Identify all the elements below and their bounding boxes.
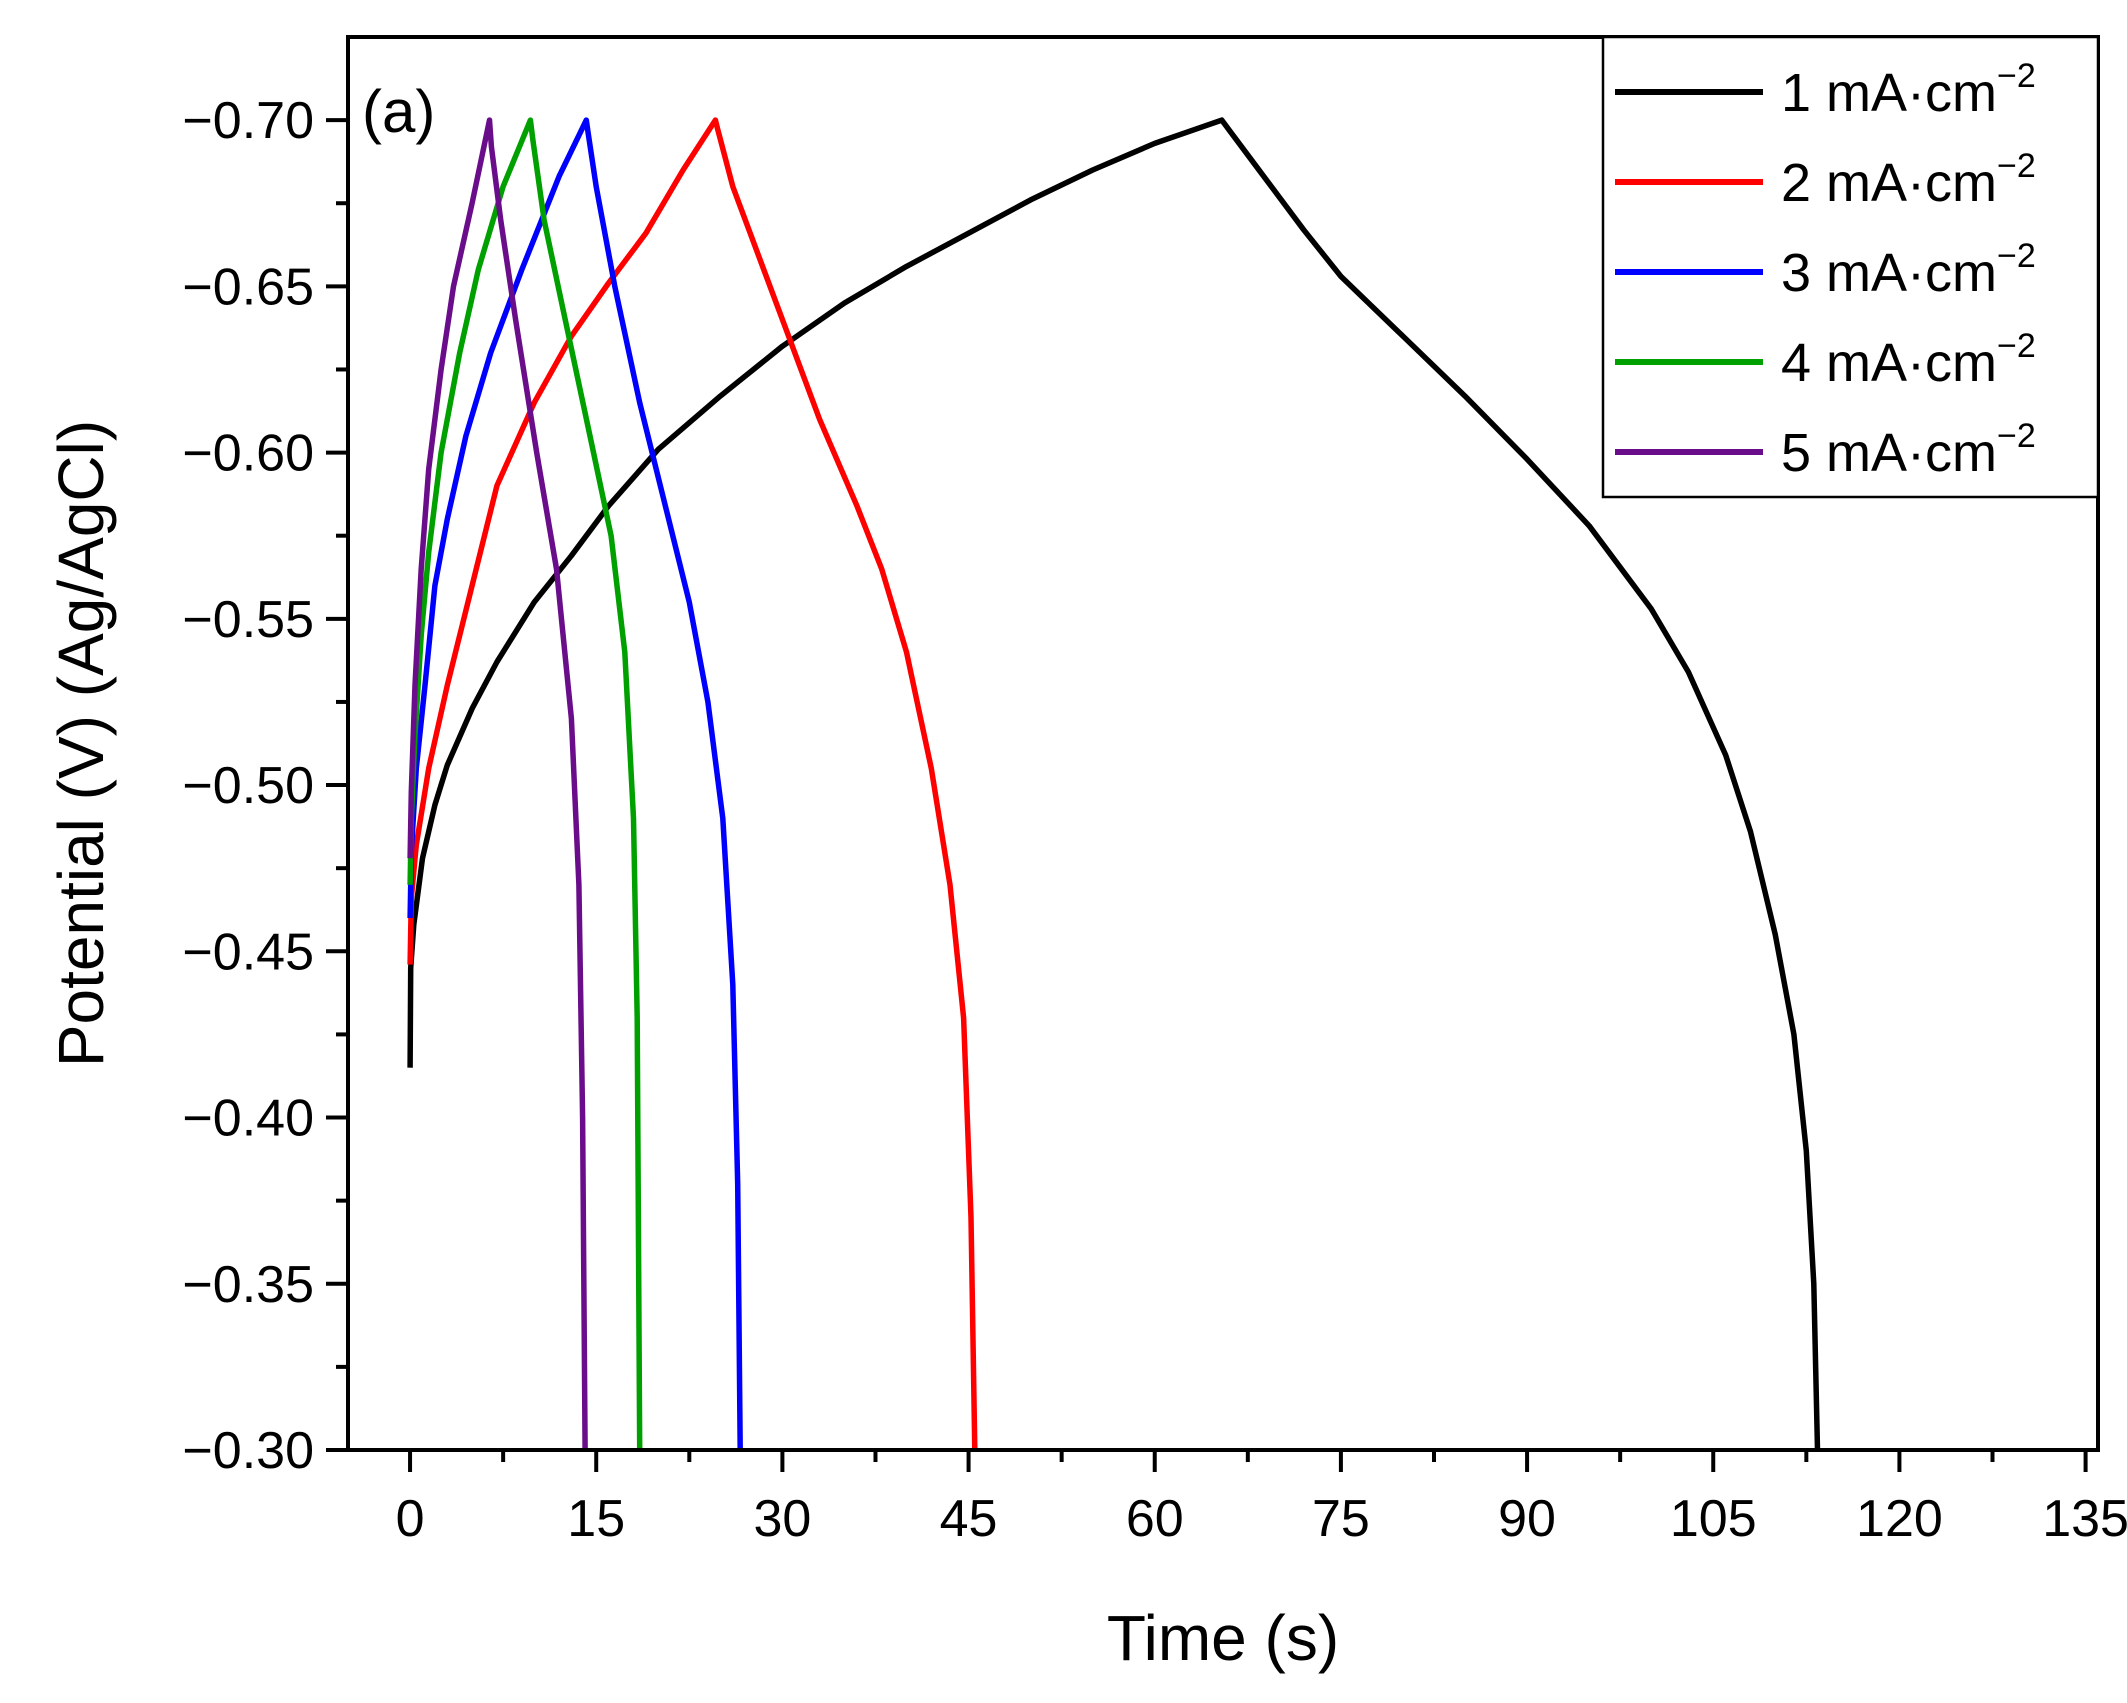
x-tick-label: 135 — [2042, 1490, 2127, 1548]
x-tick-label: 90 — [1498, 1490, 1556, 1548]
legend-superscript: −2 — [1997, 237, 2036, 275]
y-tick-label: −0.65 — [182, 258, 314, 316]
series-line-5 — [407, 117, 588, 1450]
legend-name: 5 mA·cm — [1781, 423, 1997, 483]
y-tick-label: −0.35 — [182, 1256, 314, 1314]
legend-superscript: −2 — [1997, 417, 2036, 455]
legend-label-4: 4 mA·cm−2 — [1781, 327, 2036, 393]
plot-frame — [346, 35, 2100, 1452]
series-line-1 — [407, 117, 1821, 1450]
y-tick-label: −0.55 — [182, 591, 314, 649]
y-axis-title: Potential (V) (Ag/AgCl) — [45, 420, 117, 1067]
x-tick-label: 105 — [1670, 1490, 1757, 1548]
x-tick-label: 75 — [1312, 1490, 1370, 1548]
y-tick-label: −0.70 — [182, 92, 314, 150]
legend-label-5: 5 mA·cm−2 — [1781, 417, 2036, 483]
legend-label-1: 1 mA·cm−2 — [1781, 57, 2036, 123]
legend-superscript: −2 — [1997, 57, 2036, 95]
legend-name: 3 mA·cm — [1781, 243, 1997, 303]
x-tick-label: 15 — [567, 1490, 625, 1548]
series-line-3 — [407, 117, 743, 1450]
legend-label-2: 2 mA·cm−2 — [1781, 147, 2036, 213]
x-axis-title: Time (s) — [1107, 1602, 1339, 1674]
y-tick-label: −0.45 — [182, 923, 314, 981]
legend: 1 mA·cm−22 mA·cm−23 mA·cm−24 mA·cm−25 mA… — [1601, 35, 2100, 499]
x-tick-label: 45 — [940, 1490, 998, 1548]
x-tick-label: 120 — [1856, 1490, 1943, 1548]
legend-name: 1 mA·cm — [1781, 63, 1997, 123]
series-line-2 — [407, 117, 978, 1450]
series-layer — [407, 117, 1821, 1450]
legend-box — [1601, 35, 2100, 499]
legend-label-3: 3 mA·cm−2 — [1781, 237, 2036, 303]
series-line-4 — [407, 117, 643, 1450]
legend-name: 4 mA·cm — [1781, 333, 1997, 393]
y-axis: −0.70 −0.65 −0.60 −0.55 −0.50 −0.45 −0.40 −0.35… — [182, 92, 348, 1480]
y-tick-label: −0.40 — [182, 1090, 314, 1148]
x-axis: 0 15 30 45 60 75 90 105 120 135 — [396, 1450, 2127, 1548]
legend-name: 2 mA·cm — [1781, 153, 1997, 213]
x-tick-label: 30 — [753, 1490, 811, 1548]
x-tick-label: 60 — [1126, 1490, 1184, 1548]
y-tick-label: −0.60 — [182, 425, 314, 483]
y-tick-label: −0.50 — [182, 757, 314, 815]
legend-superscript: −2 — [1997, 327, 2036, 365]
x-tick-label: 0 — [396, 1490, 425, 1548]
panel-label: (a) — [362, 78, 435, 145]
legend-superscript: −2 — [1997, 147, 2036, 185]
y-tick-label: −0.30 — [182, 1422, 314, 1480]
